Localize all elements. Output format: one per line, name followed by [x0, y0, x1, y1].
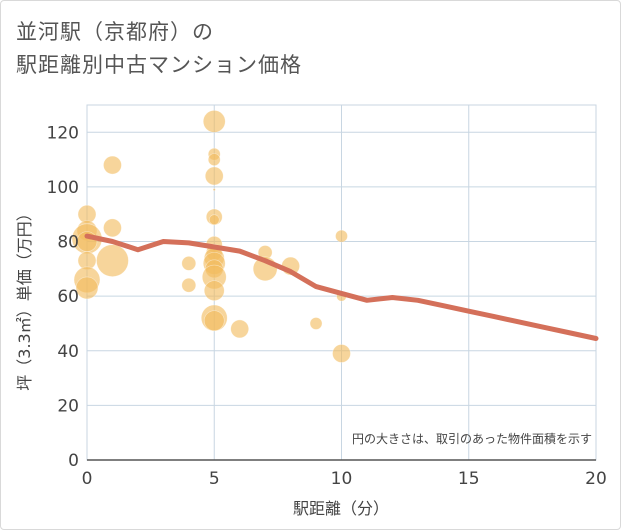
data-bubble [204, 166, 224, 186]
data-bubble [181, 256, 197, 271]
chart-title-line2: 駅距離別中古マンション価格 [16, 53, 302, 77]
y-tick-label: 40 [57, 342, 79, 362]
data-bubble [208, 214, 220, 225]
y-tick-label: 80 [57, 233, 79, 253]
data-bubble [309, 317, 323, 330]
bubble-size-note: 円の大きさは、取引のあった物件面積を示す [352, 431, 592, 446]
data-bubble [103, 218, 122, 238]
x-axis-label: 駅距離（分） [293, 499, 389, 518]
y-tick-label: 60 [57, 287, 79, 307]
axes: 0 20 40 60 80 100 120 0 5 10 15 20 [47, 123, 607, 489]
data-bubble [203, 280, 225, 301]
data-bubble [207, 153, 221, 166]
x-tick-label: 20 [585, 469, 607, 489]
data-bubble [230, 319, 249, 339]
data-bubble [202, 110, 226, 133]
data-bubble [332, 344, 351, 363]
data-bubble [103, 155, 122, 175]
x-tick-label: 0 [82, 469, 93, 489]
x-tick-label: 10 [331, 469, 353, 489]
data-bubble [203, 310, 225, 332]
data-bubble [335, 229, 348, 243]
grid-lines [86, 104, 597, 461]
y-tick-label: 120 [47, 123, 79, 143]
x-tick-label: 15 [458, 469, 480, 489]
y-tick-label: 100 [47, 178, 79, 198]
y-tick-label: 20 [57, 396, 79, 416]
chart-title-line1: 並河駅（京都府）の [16, 20, 214, 44]
axis-labels: 駅距離（分） 坪（3.3㎡）単価（万円） 円の大きさは、取引のあった物件面積を示… [15, 205, 592, 518]
bubble-series [71, 110, 351, 363]
y-axis-label: 坪（3.3㎡）単価（万円） [15, 205, 34, 390]
data-bubble [75, 276, 99, 300]
chart-title: 並河駅（京都府）の 駅距離別中古マンション価格 [16, 16, 302, 82]
trend-series [84, 233, 599, 341]
data-bubble [212, 188, 216, 192]
data-bubble [96, 244, 129, 277]
trend-line [84, 233, 599, 341]
x-tick-label: 5 [209, 469, 220, 489]
data-bubble [181, 277, 197, 293]
y-tick-label: 0 [68, 451, 79, 471]
